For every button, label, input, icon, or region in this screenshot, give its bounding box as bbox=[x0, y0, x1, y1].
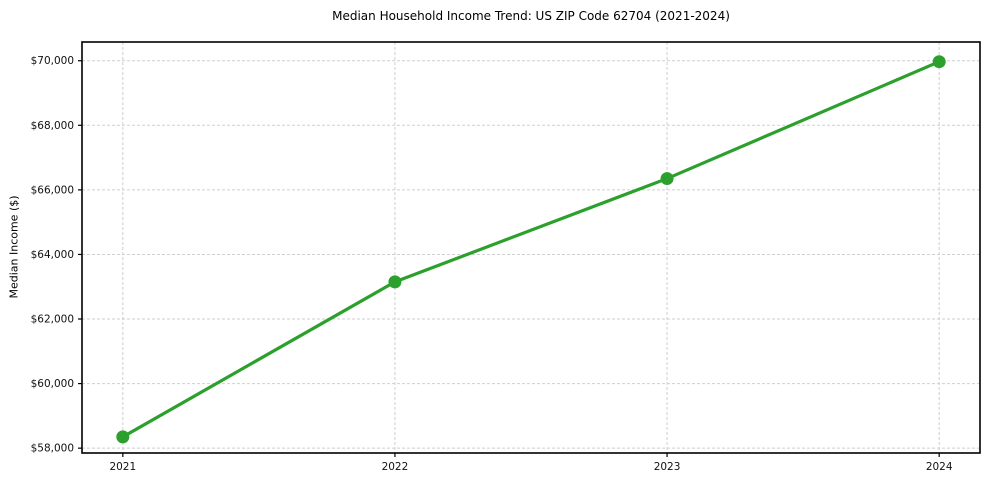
x-tick-label: 2022 bbox=[382, 461, 409, 473]
data-point-2022 bbox=[388, 275, 402, 289]
x-tick-label: 2023 bbox=[654, 461, 681, 473]
x-tick-label: 2021 bbox=[109, 461, 136, 473]
data-point-2023 bbox=[660, 172, 674, 186]
y-tick-label: $60,000 bbox=[31, 378, 74, 390]
plot-border bbox=[81, 41, 981, 454]
data-point-2021 bbox=[116, 430, 130, 444]
y-tick-label: $66,000 bbox=[31, 184, 74, 196]
y-tick-label: $58,000 bbox=[31, 443, 74, 455]
data-point-2024 bbox=[932, 55, 946, 69]
y-tick-label: $68,000 bbox=[31, 120, 74, 132]
y-tick-label: $62,000 bbox=[31, 314, 74, 326]
income-trend-line bbox=[121, 60, 941, 439]
x-tick-label: 2024 bbox=[926, 461, 953, 473]
y-tick-label: $64,000 bbox=[31, 249, 74, 261]
chart-title: Median Household Income Trend: US ZIP Co… bbox=[332, 9, 730, 23]
y-tick-label: $70,000 bbox=[31, 55, 74, 67]
